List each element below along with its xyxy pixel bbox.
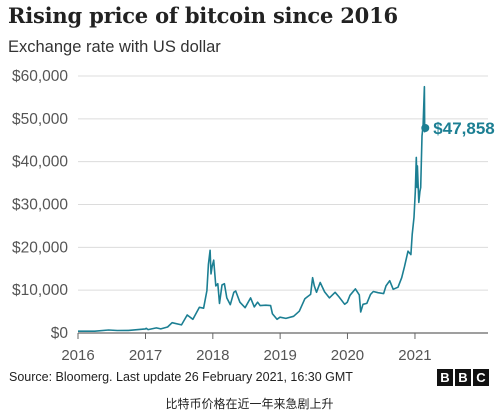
latest-price-label: $47,858 <box>433 119 494 138</box>
x-tick-label: 2017 <box>129 347 162 364</box>
y-tick-label: $60,000 <box>12 68 68 85</box>
bbc-logo: B B C <box>437 369 489 386</box>
bitcoin-price-chart: $0 $10,000 $20,000 $30,000 $40,000 $50,000 $60… <box>12 68 495 364</box>
y-tick-label: $10,000 <box>12 282 68 299</box>
bbc-logo-letter-1: B <box>437 369 453 386</box>
chart-title: Rising price of bitcoin since 2016 <box>8 3 398 28</box>
x-tick-label: 2019 <box>263 347 296 364</box>
y-tick-label: $20,000 <box>12 239 68 256</box>
x-tick-label: 2018 <box>196 347 229 364</box>
bbc-logo-letter-2: B <box>455 369 471 386</box>
y-tick-label: $40,000 <box>12 154 68 171</box>
price-series-line <box>78 85 427 332</box>
bbc-logo-letter-3: C <box>473 369 489 386</box>
source-note: Source: Bloomerg. Last update 26 Februar… <box>9 370 353 384</box>
x-tick-label: 2021 <box>398 347 431 364</box>
image-caption: 比特币价格在近一年来急剧上升 <box>165 397 334 411</box>
y-tick-label: $0 <box>51 325 69 342</box>
x-tick-label: 2020 <box>331 347 364 364</box>
chart-subtitle: Exchange rate with US dollar <box>8 38 221 56</box>
y-tick-label: $30,000 <box>12 197 68 214</box>
y-tick-label: $50,000 <box>12 111 68 128</box>
latest-price-point <box>421 124 430 133</box>
x-tick-label: 2016 <box>61 347 94 364</box>
